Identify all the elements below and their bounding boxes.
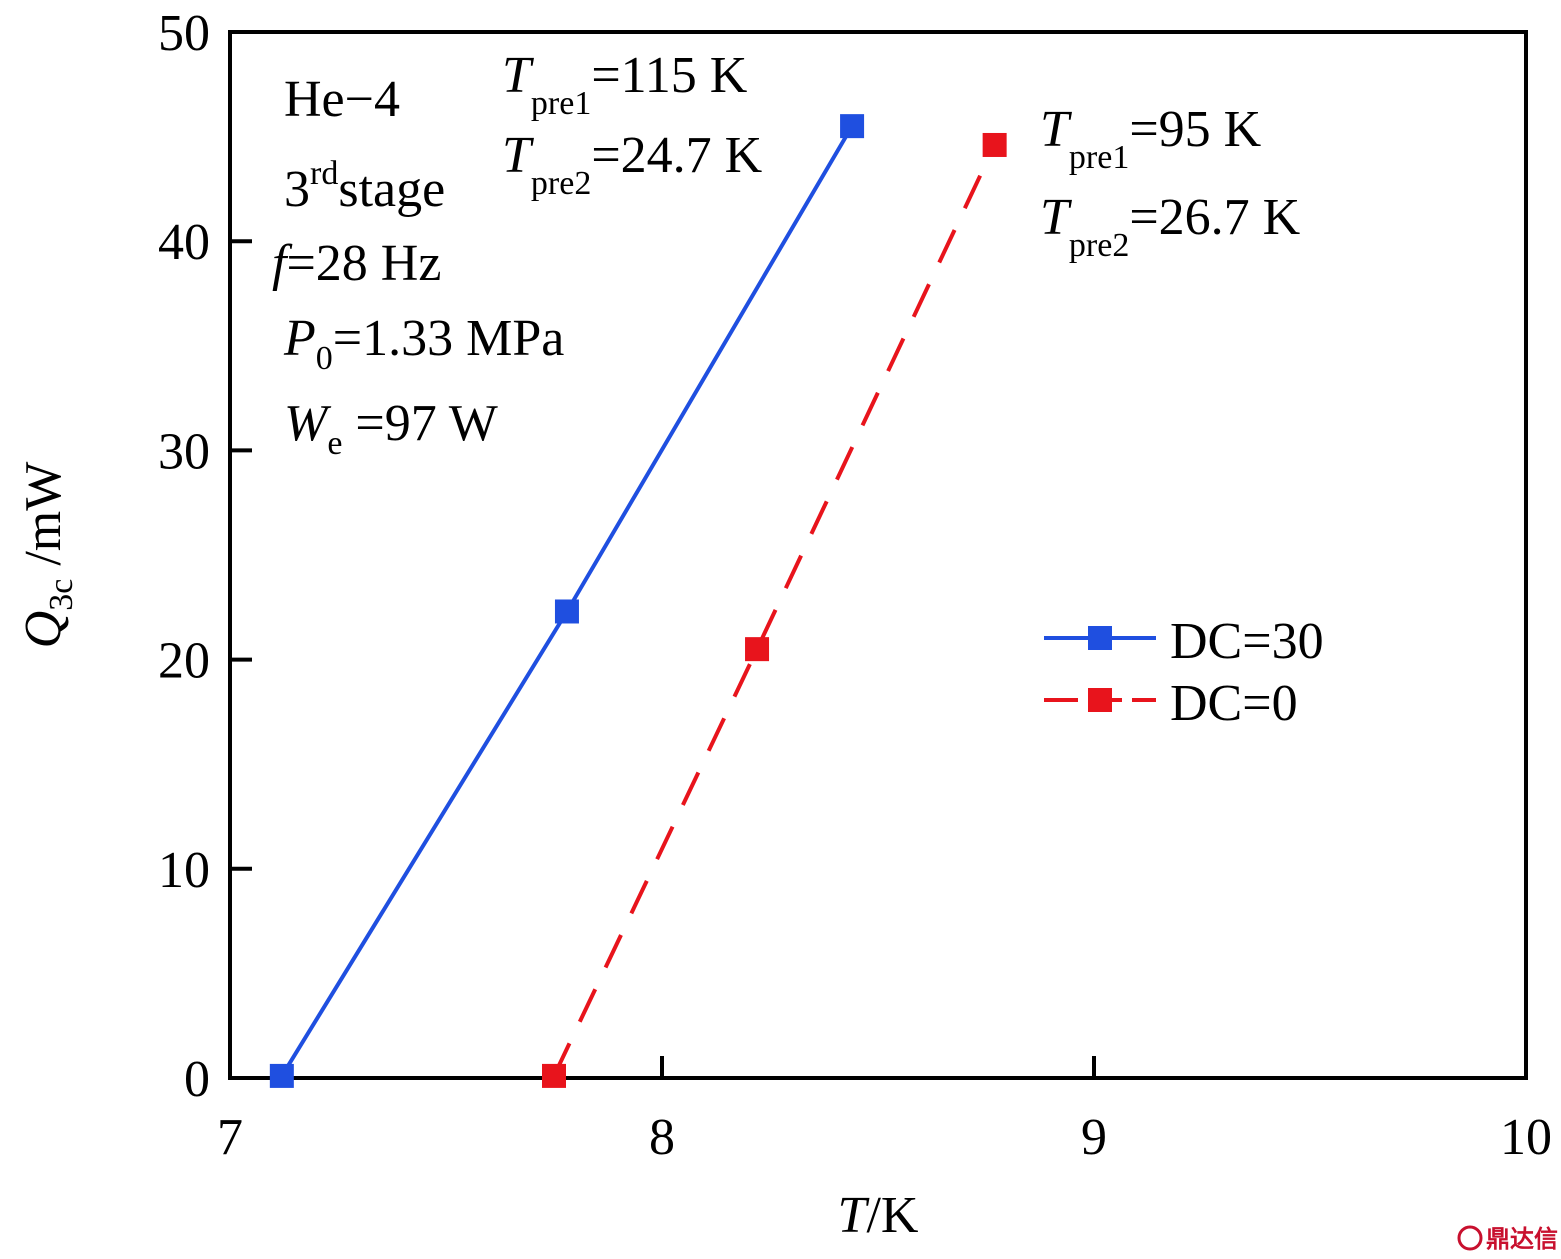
dc0-tpre2: Tpre2=26.7 K [1040, 189, 1301, 264]
dc0-tpre1: Tpre1=95 K [1040, 101, 1262, 176]
x-tick-label: 10 [1500, 1109, 1552, 1166]
y-tick-label: 0 [184, 1051, 210, 1108]
y-tick-label: 40 [158, 214, 210, 271]
y-tick-label: 50 [158, 5, 210, 62]
dc30-tpre2: Tpre2=24.7 K [502, 127, 763, 202]
data-point-marker [542, 1063, 566, 1088]
conditions-annotation: He−4 3rdstage f=28 Hz P0=1.33 MPa We =97… [272, 71, 564, 462]
y-tick-label: 20 [158, 633, 210, 690]
series-line-1 [552, 144, 997, 1077]
data-point-marker [840, 114, 865, 139]
x-tick-label: 7 [217, 1109, 243, 1166]
axis-ticks [230, 239, 1096, 1078]
data-point-marker [745, 637, 770, 662]
condition-gas: He−4 [284, 71, 400, 128]
legend-marker [1088, 626, 1112, 650]
axis-tick-labels: 7 8 9 10 0 10 20 30 40 50 [158, 5, 1552, 1166]
watermark-text: 鼎达信 [1486, 1225, 1558, 1253]
condition-stage: 3rdstage [284, 155, 445, 218]
plot-frame [228, 30, 1528, 1080]
dc0-temperature-annotation: Tpre1=95 K Tpre2=26.7 K [1040, 101, 1301, 264]
legend-marker [1088, 688, 1112, 712]
series-markers [269, 114, 1007, 1088]
legend-label: DC=30 [1170, 613, 1324, 670]
x-axis-title: T/K [838, 1187, 919, 1244]
data-point-marker [554, 599, 579, 624]
condition-power: We =97 W [284, 395, 498, 462]
y-tick-label: 10 [158, 842, 210, 899]
dc30-tpre1: Tpre1=115 K [502, 47, 748, 122]
dc30-temperature-annotation: Tpre1=115 K Tpre2=24.7 K [502, 47, 763, 202]
data-point-marker [269, 1063, 294, 1088]
watermark: 鼎达信 [1457, 1225, 1558, 1253]
x-tick-label: 9 [1081, 1109, 1107, 1166]
legend-label: DC=0 [1170, 675, 1298, 732]
y-axis-title: Q3c /mW [15, 462, 80, 649]
x-tick-label: 8 [649, 1109, 675, 1166]
watermark-logo-icon [1457, 1225, 1483, 1251]
condition-frequency: f=28 Hz [272, 235, 441, 292]
y-tick-label: 30 [158, 423, 210, 480]
condition-pressure: P0=1.33 MPa [283, 310, 564, 377]
data-point-marker [982, 132, 1007, 157]
